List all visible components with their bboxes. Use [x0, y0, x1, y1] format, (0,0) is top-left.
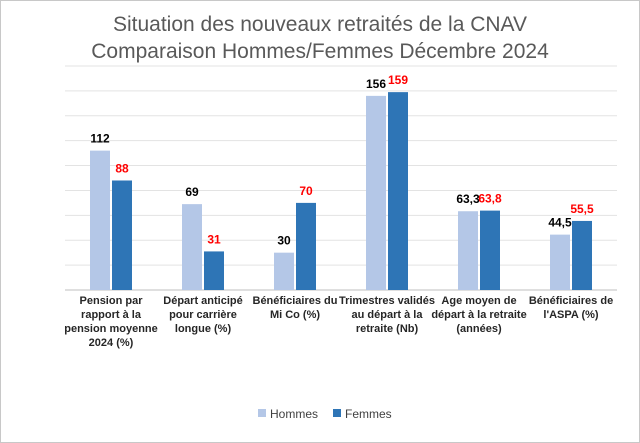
bar-hommes-6 [550, 234, 570, 290]
data-label-hommes-3: 30 [277, 234, 291, 248]
legend-swatch-hommes [258, 409, 266, 417]
chart-subtitle: Comparaison Hommes/Femmes Décembre 2024 [91, 40, 549, 63]
bar-hommes-1 [90, 150, 110, 290]
data-label-hommes-2: 69 [185, 185, 199, 199]
legend-label-femmes: Femmes [345, 407, 392, 421]
bar-femmes-1 [112, 180, 132, 290]
data-label-hommes-4: 156 [366, 77, 386, 91]
data-label-femmes-4: 159 [388, 73, 408, 87]
category-label-6: Bénéficiaires de l'ASPA (%) [529, 295, 613, 321]
data-label-hommes-6: 44,5 [548, 216, 572, 230]
data-label-femmes-6: 55,5 [570, 202, 594, 216]
data-label-femmes-5: 63,8 [478, 192, 502, 206]
data-label-femmes-1: 88 [115, 161, 129, 175]
bar-femmes-4 [388, 92, 408, 290]
legend-label-hommes: Hommes [270, 407, 318, 421]
category-label-5: Age moyen de départ à la retraite (années) [431, 295, 526, 335]
category-label-2: Départ anticipé pour carrière longue (%) [163, 295, 242, 335]
category-label-1: Pension par rapport à la pension moyenne 20… [64, 295, 158, 349]
category-label-3: Bénéficiaires du Mi Co (%) [253, 295, 338, 321]
legend-swatch-femmes [333, 409, 341, 417]
category-label-4: Trimestres validés au départ à la retraite… [339, 295, 435, 335]
bar-femmes-6 [572, 220, 592, 290]
bar-femmes-3 [296, 202, 316, 290]
bar-hommes-5 [458, 211, 478, 290]
bar-femmes-2 [204, 251, 224, 290]
bar-femmes-5 [480, 210, 500, 290]
data-label-hommes-5: 63,3 [456, 192, 480, 206]
chart-title: Situation des nouveaux retraités de la C… [113, 13, 527, 36]
data-label-hommes-1: 112 [90, 132, 110, 146]
bar-hommes-2 [182, 204, 202, 290]
bar-hommes-3 [274, 252, 294, 290]
data-label-femmes-3: 70 [299, 184, 313, 198]
bar-hommes-4 [366, 95, 386, 290]
data-label-femmes-2: 31 [207, 232, 221, 246]
